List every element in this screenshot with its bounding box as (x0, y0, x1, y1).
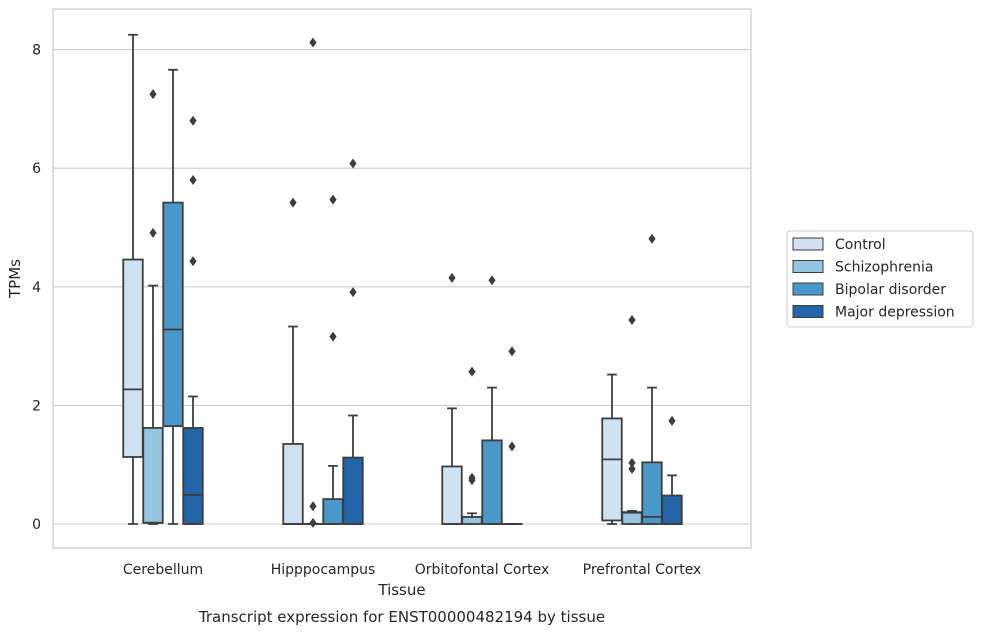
y-axis-label: TPMs (6, 259, 24, 299)
y-tick-label: 2 (32, 398, 41, 414)
box-control (441, 272, 463, 525)
legend-label: Control (835, 237, 886, 253)
box-iqr (162, 201, 184, 428)
box-schizophrenia (302, 37, 324, 528)
outlier-point (648, 233, 656, 244)
box-major-depression (182, 115, 204, 525)
box-bipolar-disorder (481, 275, 503, 525)
outlier-point (628, 457, 636, 468)
outlier-point (189, 175, 197, 186)
box-schizophrenia (142, 89, 164, 525)
box-iqr (342, 456, 364, 525)
box-iqr (142, 427, 164, 524)
x-axis-label: Tissue (377, 581, 425, 599)
box-iqr (601, 417, 623, 522)
box-iqr (641, 461, 663, 525)
box-bipolar-disorder (162, 68, 184, 525)
outlier-point (349, 287, 357, 298)
outlier-point (329, 331, 337, 342)
outlier-point (448, 272, 456, 283)
box-series (122, 33, 683, 528)
box-iqr (621, 511, 643, 525)
legend-swatch (792, 237, 824, 251)
box-bipolar-disorder (322, 194, 344, 525)
box-iqr (282, 443, 304, 525)
y-tick-label: 6 (32, 161, 41, 177)
legend-box (786, 230, 974, 328)
box-control (601, 373, 623, 525)
outlier-point (149, 227, 157, 238)
x-tick-label: Orbitofontal Cortex (415, 562, 550, 578)
y-tick-labels: 0 2 4 6 8 (32, 43, 41, 533)
outlier-point (309, 37, 317, 48)
outlier-point (189, 115, 197, 126)
box-bipolar-disorder (641, 233, 663, 525)
box-control (122, 33, 144, 525)
box-iqr (661, 494, 683, 525)
outlier-point (149, 89, 157, 100)
outlier-point (329, 194, 337, 205)
box-major-depression (501, 346, 523, 525)
box-iqr (122, 258, 144, 458)
outlier-point (508, 441, 516, 452)
outlier-point (468, 366, 476, 377)
y-tick-label: 4 (32, 280, 41, 296)
x-tick-label: Prefrontal Cortex (583, 562, 702, 578)
chart-caption: Transcript expression for ENST0000048219… (198, 608, 605, 626)
outlier-point (668, 415, 676, 426)
legend-swatch (792, 305, 824, 318)
outlier-point (309, 517, 317, 528)
box-iqr (481, 439, 503, 525)
outlier-point (289, 197, 297, 208)
legend-swatch (792, 260, 824, 273)
plot-frame (52, 8, 752, 549)
outlier-point (628, 463, 636, 474)
outlier-point (508, 346, 516, 357)
box-iqr (441, 465, 463, 525)
legend-label: Bipolar disorder (835, 282, 946, 298)
box-control (282, 197, 304, 525)
box-iqr (322, 498, 344, 525)
box-major-depression (661, 415, 683, 525)
box-iqr (182, 427, 204, 525)
box-major-depression (342, 158, 364, 525)
y-tick-label: 8 (32, 43, 41, 59)
x-tick-label: Cerebellum (123, 562, 203, 578)
outlier-point (488, 275, 496, 286)
x-tick-label: Hipppocampus (271, 562, 376, 578)
outlier-point (189, 256, 197, 267)
legend-swatch (792, 282, 824, 296)
outlier-point (468, 472, 476, 483)
legend-label: Schizophrenia (835, 260, 933, 276)
outlier-point (309, 501, 317, 512)
outlier-point (349, 158, 357, 169)
box-iqr (461, 515, 483, 525)
outlier-point (628, 315, 636, 326)
legend: Control Schizophrenia Bipolar disorder Majo… (786, 230, 974, 328)
y-tick-label: 0 (32, 517, 41, 533)
legend-label: Major depression (835, 305, 955, 321)
x-tick-labels: Cerebellum Hipppocampus Orbitofontal Corte… (123, 562, 701, 578)
